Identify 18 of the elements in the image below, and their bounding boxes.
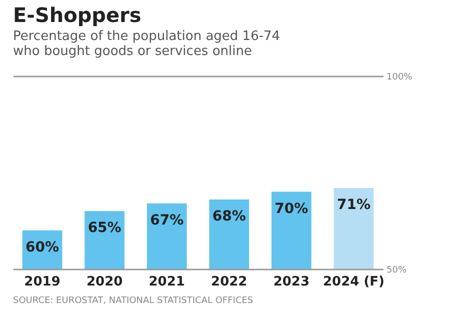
data-label: 70%	[274, 200, 308, 217]
text: Percentage of the population aged 16-74	[13, 29, 280, 44]
y-tick-label: 100%	[386, 72, 413, 82]
data-label: 67%	[150, 212, 184, 228]
x-tick-label: 2023	[273, 274, 310, 290]
source-note: SOURCE: EUROSTAT, NATIONAL STATISTICAL OFFICES	[13, 296, 254, 306]
text: who bought goods or services online	[13, 44, 252, 59]
x-tick-label: 2022	[211, 274, 248, 290]
data-label: 65%	[88, 220, 122, 236]
x-tick-label: 2021	[148, 274, 185, 290]
chart-title: E-Shoppers	[13, 3, 142, 27]
data-label: 68%	[212, 208, 246, 225]
y-tick-label: 50%	[386, 266, 407, 276]
x-tick-label: 2019	[24, 274, 60, 290]
data-label: 71%	[336, 196, 370, 213]
x-tick-label: 2020	[86, 274, 123, 290]
x-tick-label: 2024 (F)	[322, 274, 384, 290]
data-label: 60%	[26, 239, 60, 256]
